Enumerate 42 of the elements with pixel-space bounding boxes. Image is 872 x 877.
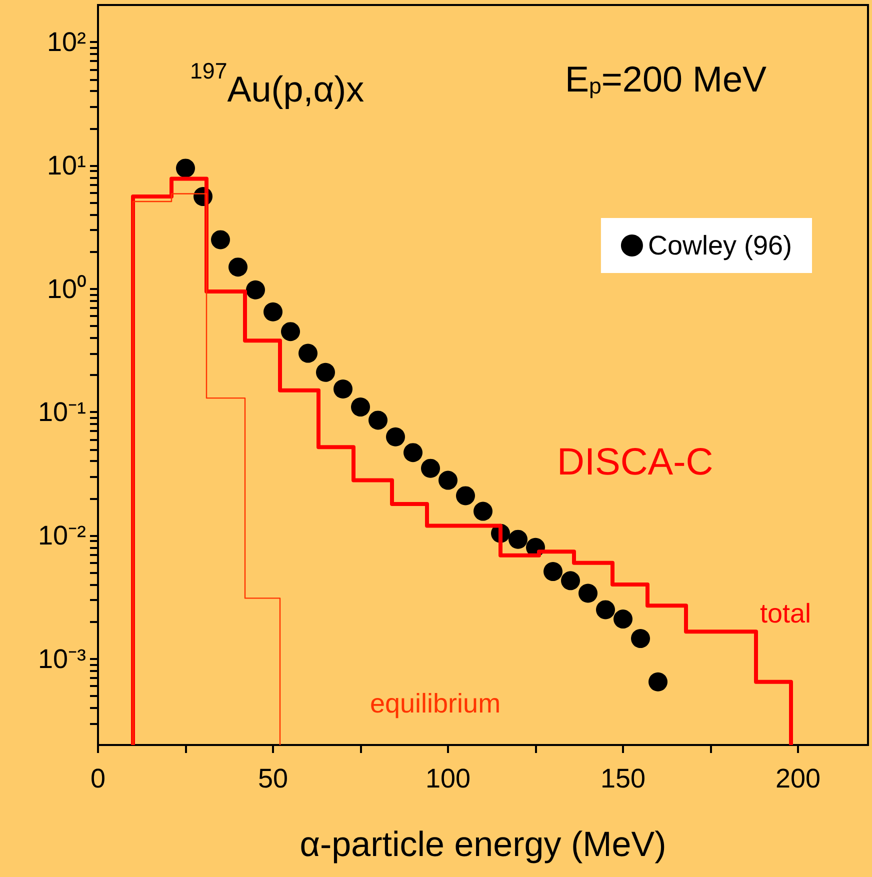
point	[456, 486, 475, 506]
point	[438, 470, 458, 490]
x-axis-title: α-particle energy (MeV)	[300, 825, 666, 864]
point	[404, 443, 422, 462]
point	[368, 410, 388, 430]
point	[474, 502, 492, 521]
annotation: DISCA-C	[557, 441, 714, 484]
point	[508, 530, 528, 549]
point	[316, 362, 335, 382]
x-tick-label: 100	[425, 764, 471, 794]
y-tick-label: 10⁻²	[38, 520, 86, 550]
point	[176, 158, 195, 178]
legend-label: Cowley (96)	[648, 230, 792, 260]
text: equilibrium	[370, 688, 501, 718]
x-tick-label: 50	[258, 764, 288, 794]
x-tick-label: 200	[775, 764, 821, 794]
x-tick-label: 0	[90, 764, 106, 794]
point	[648, 672, 668, 692]
y-tick-label: 10⁻¹	[38, 397, 86, 428]
point	[386, 427, 405, 446]
y-tick-label: 10⁰	[46, 274, 86, 304]
y-tick-label: 10⁻³	[38, 644, 86, 674]
point	[246, 280, 265, 300]
point	[228, 258, 248, 277]
point	[561, 571, 580, 590]
point	[544, 562, 562, 582]
point	[298, 344, 318, 363]
point	[281, 322, 300, 342]
point	[578, 584, 598, 603]
point	[596, 600, 615, 620]
point	[264, 302, 282, 322]
y-tick-label: 10²	[46, 27, 86, 58]
point	[211, 230, 230, 250]
annotation: Ep=200 MeV	[565, 58, 767, 100]
point	[614, 610, 632, 629]
series-label: total	[760, 598, 812, 628]
x-tick-label: 150	[600, 764, 646, 794]
point	[631, 629, 650, 648]
point	[421, 458, 440, 478]
point	[351, 398, 370, 417]
y-tick-label: 10¹	[46, 150, 86, 180]
point	[334, 380, 352, 398]
